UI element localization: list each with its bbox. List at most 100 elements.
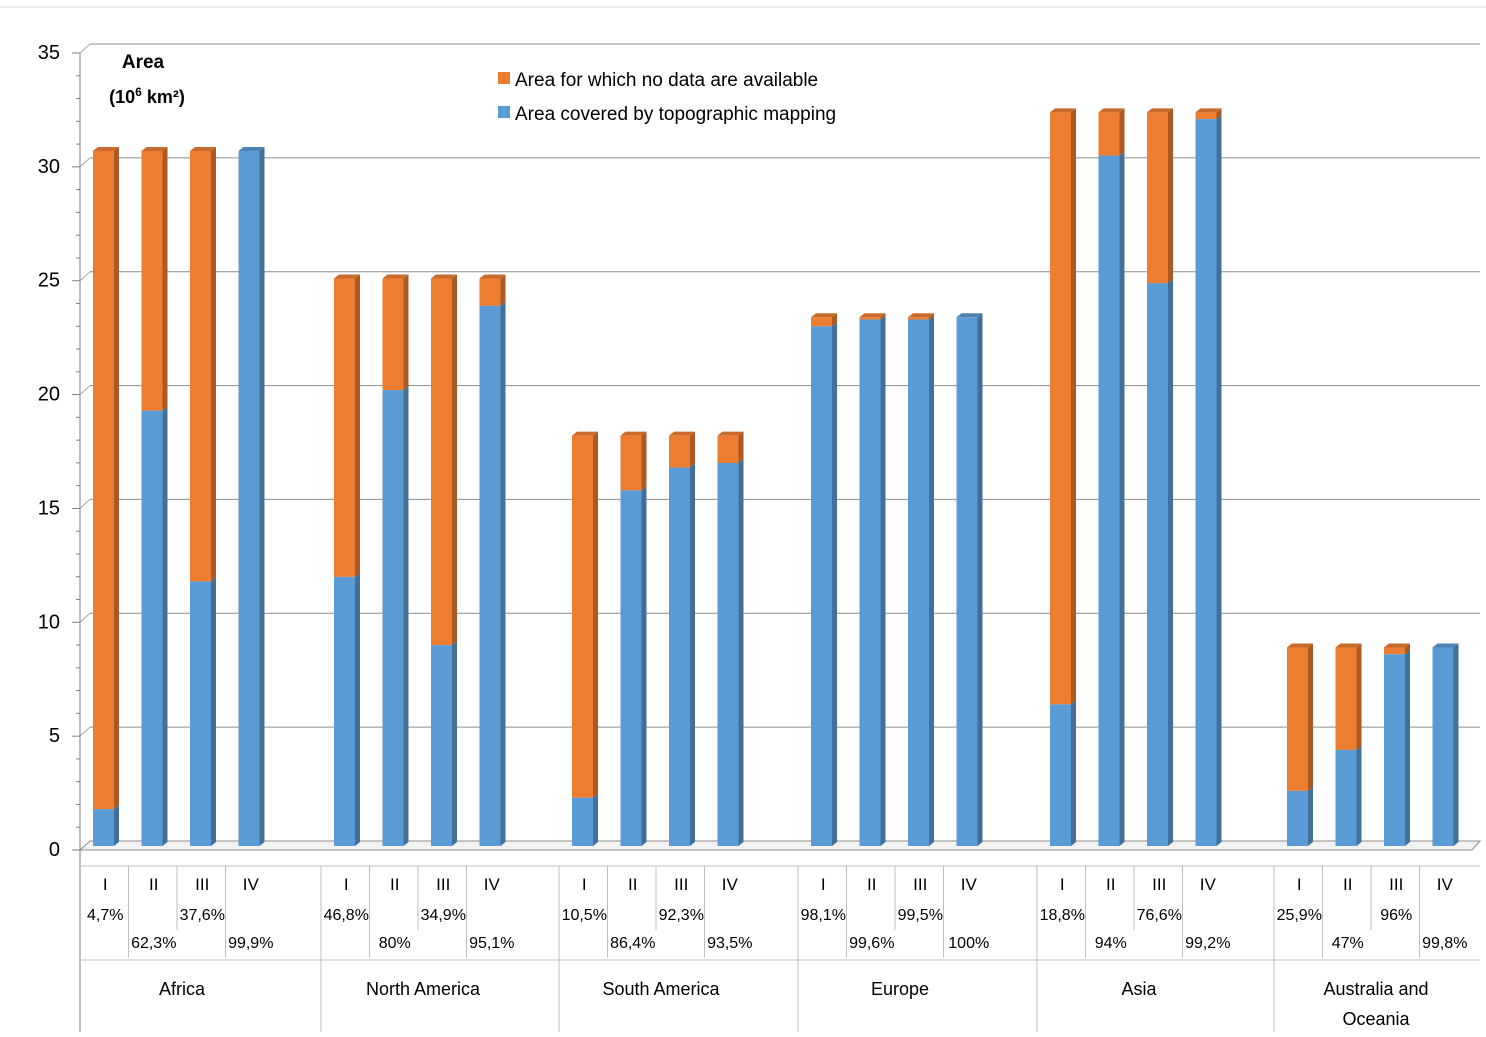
bar-segment-no-data [620,435,642,491]
category-label: II [628,875,637,894]
bar-top-face [1098,108,1125,113]
category-label: III [436,875,450,894]
bar-segment-covered-side [593,793,598,846]
bar-segment-no-data-side [880,313,886,320]
group-label: South America [602,979,720,999]
bar-segment-no-data-side [1216,108,1222,120]
bar-stack [431,274,457,846]
percentage-label: 10,5% [562,907,607,924]
bar-segment-covered-side [114,805,119,846]
bar-segment-no-data [1335,647,1357,750]
percentage-label: 96% [1380,907,1412,924]
percentage-label: 47% [1332,935,1364,952]
category-label: IV [243,875,260,894]
y-tick-label: 20 [38,384,60,406]
bar-segment-covered [572,797,593,846]
bar-segment-covered [1098,155,1120,846]
bar-top-face [669,431,695,436]
bar-segment-covered [1432,647,1454,846]
percentage-label: 99,5% [898,907,943,924]
bar-segment-no-data-side [1071,108,1076,705]
percentage-label: 80% [379,935,411,952]
bar-top-face [141,147,168,152]
bar-top-face [620,431,647,436]
bar-segment-no-data-side [738,431,744,463]
y-tick-label: 35 [38,42,60,64]
bar-segment-covered [1335,749,1357,846]
category-label: IV [1437,875,1454,894]
legend: Area for which no data are available Are… [498,70,836,125]
bar-top-face [1050,108,1076,113]
bar-segment-no-data-side [1405,643,1410,655]
bar-top-face [479,274,506,279]
bar-segment-no-data-side [593,431,598,798]
bar-stack [956,313,983,846]
y-axis-title-line1: Area [122,52,165,73]
bar-top-face [572,431,598,436]
chart-floor [78,840,1482,851]
bar-stack [717,431,744,846]
bar-segment-covered-side [500,301,506,846]
gridline-depth [79,726,91,737]
category-label: III [1152,875,1166,894]
percentage-label: 95,1% [469,935,514,952]
y-tick-label: 30 [38,156,60,178]
bar-segment-covered-side [641,486,647,846]
y-tick-label: 0 [49,839,60,861]
bar-segment-no-data [431,278,452,646]
bar-segment-covered [93,809,114,846]
bar-segment-no-data-side [929,313,934,320]
percentage-label: 92,3% [659,907,704,924]
bar-segment-covered-side [1071,700,1076,846]
percentage-label: 99,2% [1185,935,1230,952]
x-axis-table: I4,7%II62,3%III37,6%IV99,9%AfricaI46,8%I… [80,865,1480,1032]
bar-segment-no-data-side [162,147,168,411]
bar-segment-covered-side [1168,279,1173,847]
bar-segment-covered-side [259,147,265,847]
bar-segment-covered-side [211,577,216,846]
bar-stack [811,313,837,846]
bar-top-face [859,313,886,318]
bar-segment-covered [669,467,690,846]
y-axis-unit-suffix: km²) [142,87,185,107]
bar-segment-no-data [479,278,501,306]
bar-group-north-america [334,274,506,846]
category-label: III [674,875,688,894]
percentage-label: 99,8% [1422,935,1467,952]
bar-segment-covered [479,305,501,846]
bar-stack [572,431,598,846]
group-label: Australia and [1323,979,1428,999]
bar-stack [93,147,119,846]
percentage-label: 99,6% [849,935,894,952]
bar-segment-no-data-side [1168,108,1173,284]
percentage-label: 99,9% [228,935,273,952]
category-label: II [867,875,876,894]
bar-top-face [1287,643,1313,648]
bar-segment-no-data-side [355,274,360,577]
category-label: IV [1200,875,1217,894]
percentage-label: 94% [1095,935,1127,952]
bar-group-europe [811,313,983,846]
category-label: IV [722,875,739,894]
bar-segment-covered [1050,704,1071,846]
bar-segment-no-data [93,151,114,810]
bar-top-face [382,274,409,279]
bar-stack [1432,643,1459,846]
percentage-label: 4,7% [87,907,123,924]
group-label: Africa [159,979,206,999]
bar-segment-no-data-side [211,147,216,582]
bar-segment-covered-side [977,313,983,846]
percentage-label: 62,3% [131,935,176,952]
category-label: I [1297,875,1302,894]
percentage-label: 18,8% [1040,907,1085,924]
bar-segment-covered [334,576,355,846]
bar-segment-no-data [1384,647,1405,655]
bar-segment-covered-side [1453,643,1459,846]
bar-segment-covered [859,319,881,846]
bar-top-face [190,147,216,152]
bar-segment-no-data [717,435,739,463]
bar-segment-covered [190,581,211,846]
bar-stack [908,313,934,846]
